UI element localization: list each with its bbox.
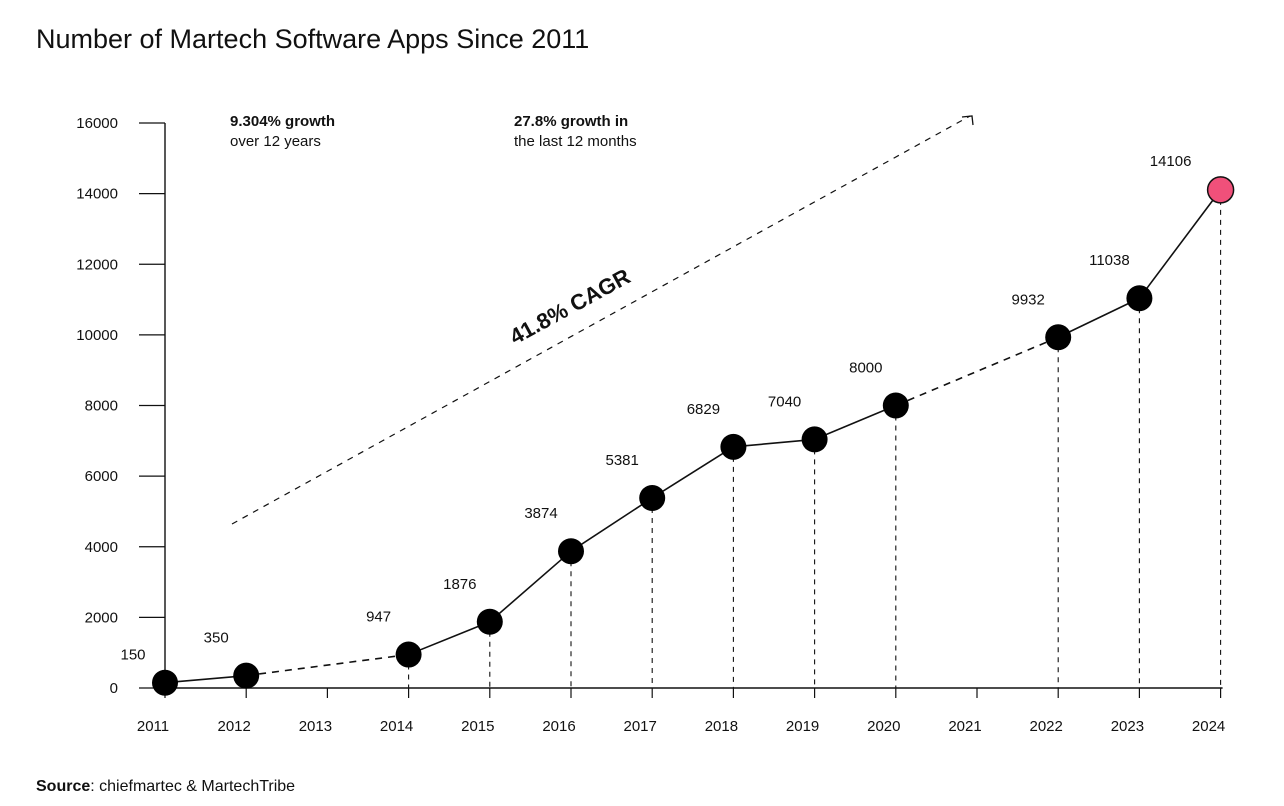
trend-arrowhead	[961, 115, 974, 126]
data-point-2014	[395, 641, 422, 668]
growth-12-years-heading: 9.304% growth	[230, 113, 335, 130]
growth-12-months-subtext: the last 12 months	[514, 133, 637, 150]
x-tick-label-2021: 2021	[948, 718, 981, 735]
segment-2023-2024	[1138, 189, 1222, 299]
y-tick-label-0: 0	[110, 680, 118, 697]
x-tick-label-2016: 2016	[542, 718, 575, 735]
y-tick-label-2000: 2000	[85, 609, 118, 626]
data-label-2015: 1876	[443, 576, 476, 593]
x-tick-label-2019: 2019	[786, 718, 819, 735]
segment-2022-2023	[1057, 297, 1140, 338]
y-tick-label-4000: 4000	[85, 539, 118, 556]
segment-2017-2018	[651, 446, 734, 499]
source-colon: :	[90, 778, 95, 795]
data-point-2020	[882, 392, 909, 419]
x-tick-label-2017: 2017	[624, 718, 657, 735]
segment-2016-2017	[570, 497, 653, 552]
chart-axes: 0 2000 4000 6000 8000 10000 12000 14000 16000 201…	[76, 115, 1225, 735]
growth-12-years-subtext: over 12 years	[230, 133, 321, 150]
segment-2014-2015	[408, 621, 491, 656]
data-label-2018: 6829	[687, 401, 720, 418]
segment-2018-2019	[733, 438, 815, 448]
y-tick-label-8000: 8000	[85, 398, 118, 415]
data-label-2017: 5381	[606, 452, 639, 469]
data-point-2022	[1045, 324, 1072, 351]
x-tick-label-2012: 2012	[218, 718, 251, 735]
x-tick-label-2011: 2011	[137, 718, 169, 735]
series-lines	[164, 189, 1222, 684]
data-label-2022: 9932	[1012, 291, 1045, 308]
segment-2019-2020	[814, 404, 897, 441]
x-tick-label-2018: 2018	[705, 718, 738, 735]
y-tick-label-16000: 16000	[76, 115, 118, 132]
y-tick-label-12000: 12000	[76, 256, 118, 273]
x-tick-label-2014: 2014	[380, 718, 413, 735]
data-point-2018	[720, 433, 747, 460]
x-tick-label-2022: 2022	[1030, 718, 1063, 735]
y-tick-label-10000: 10000	[76, 327, 118, 344]
segment-2020-2022	[895, 336, 1059, 407]
data-label-2024: 14106	[1150, 153, 1192, 170]
x-tick-label-2020: 2020	[867, 718, 900, 735]
source-text: chiefmartec & MartechTribe	[99, 778, 296, 795]
growth-12-months-heading: 27.8% growth in	[514, 113, 628, 130]
data-label-2016: 3874	[524, 505, 557, 522]
x-tick-label-2023: 2023	[1111, 718, 1144, 735]
data-label-2019: 7040	[768, 393, 801, 410]
data-point-2023	[1126, 285, 1153, 312]
x-tick-label-2024: 2024	[1192, 718, 1225, 735]
data-labels: 150 350 947 1876 3874 5381 6829 7040 8000 9932 110…	[120, 153, 1191, 664]
y-tick-label-6000: 6000	[85, 468, 118, 485]
x-tick-label-2015: 2015	[461, 718, 494, 735]
data-point-2017	[639, 484, 666, 511]
segment-2015-2016	[489, 550, 572, 623]
data-point-2012	[233, 662, 260, 689]
data-label-2011: 150	[120, 647, 145, 664]
trend-line	[231, 115, 971, 525]
source-label: Source	[36, 778, 91, 795]
data-label-2020: 8000	[849, 360, 882, 377]
data-label-2012: 350	[204, 630, 229, 647]
y-tick-label-14000: 14000	[76, 186, 118, 203]
segment-2011-2012	[164, 674, 247, 684]
data-point-2024	[1206, 176, 1235, 204]
x-tick-label-2013: 2013	[299, 718, 332, 735]
source-note: Source: chiefmartec & MartechTribe	[36, 778, 295, 796]
data-point-2015	[476, 608, 503, 635]
data-points	[152, 176, 1235, 696]
vertical-guide-lines	[408, 189, 1222, 688]
segment-2012-2014	[246, 653, 409, 677]
data-label-2014: 947	[366, 609, 391, 626]
chart-title: Number of Martech Software Apps Since 20…	[36, 24, 590, 54]
data-point-2019	[801, 426, 828, 453]
data-point-2016	[558, 538, 584, 565]
cagr-trend-arrow	[231, 115, 974, 525]
data-label-2023: 11038	[1089, 252, 1130, 269]
data-point-2011	[152, 669, 178, 696]
